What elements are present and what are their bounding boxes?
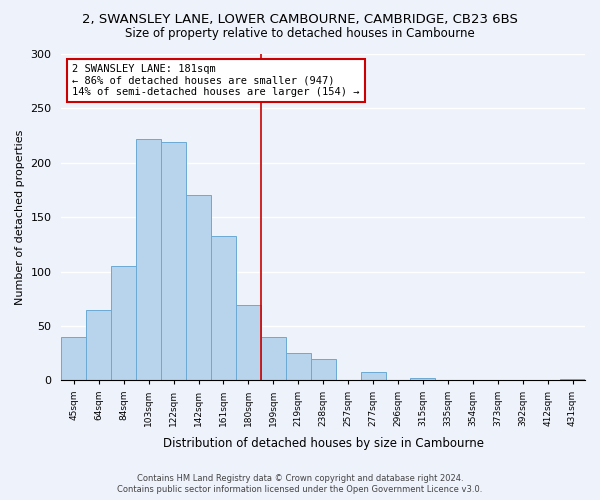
Bar xyxy=(111,266,136,380)
X-axis label: Distribution of detached houses by size in Cambourne: Distribution of detached houses by size … xyxy=(163,437,484,450)
Bar xyxy=(261,337,286,380)
Y-axis label: Number of detached properties: Number of detached properties xyxy=(15,130,25,305)
Bar xyxy=(236,306,261,380)
Text: Size of property relative to detached houses in Cambourne: Size of property relative to detached ho… xyxy=(125,28,475,40)
Bar xyxy=(286,354,311,380)
Bar xyxy=(410,378,436,380)
Bar xyxy=(136,139,161,380)
Bar xyxy=(211,236,236,380)
Text: 2, SWANSLEY LANE, LOWER CAMBOURNE, CAMBRIDGE, CB23 6BS: 2, SWANSLEY LANE, LOWER CAMBOURNE, CAMBR… xyxy=(82,12,518,26)
Bar xyxy=(86,310,111,380)
Bar xyxy=(61,337,86,380)
Bar xyxy=(361,372,386,380)
Text: Contains HM Land Registry data © Crown copyright and database right 2024.
Contai: Contains HM Land Registry data © Crown c… xyxy=(118,474,482,494)
Text: 2 SWANSLEY LANE: 181sqm
← 86% of detached houses are smaller (947)
14% of semi-d: 2 SWANSLEY LANE: 181sqm ← 86% of detache… xyxy=(72,64,359,97)
Bar xyxy=(186,196,211,380)
Bar xyxy=(161,142,186,380)
Bar xyxy=(311,358,335,380)
